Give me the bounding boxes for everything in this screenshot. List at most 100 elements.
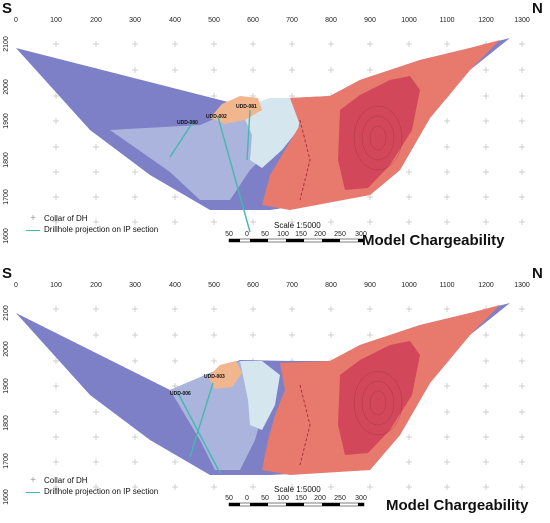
scale-bar xyxy=(228,502,365,507)
svg-text:0: 0 xyxy=(14,282,18,289)
legend-label: Collar of DH xyxy=(44,476,88,485)
svg-text:200: 200 xyxy=(90,282,102,289)
svg-text:200: 200 xyxy=(90,17,102,24)
svg-text:1900: 1900 xyxy=(3,378,10,394)
legend-item: Drillhole projection on IP section xyxy=(26,224,158,235)
orient-north: N xyxy=(532,0,543,17)
svg-text:200: 200 xyxy=(314,231,326,238)
svg-text:1700: 1700 xyxy=(3,189,10,205)
drillhole-label: UDD-006 xyxy=(170,391,191,397)
svg-text:100: 100 xyxy=(50,17,62,24)
svg-text:500: 500 xyxy=(208,282,220,289)
near-surface-zone xyxy=(240,361,280,430)
svg-text:0: 0 xyxy=(245,231,249,238)
drillhole-projections xyxy=(169,109,251,233)
svg-text:1900: 1900 xyxy=(3,113,10,129)
orient-south: S xyxy=(2,0,13,17)
svg-text:100: 100 xyxy=(277,231,289,238)
svg-text:300: 300 xyxy=(129,282,141,289)
svg-text:1100: 1100 xyxy=(439,282,454,289)
svg-text:800: 800 xyxy=(325,17,337,24)
orient-north: N xyxy=(532,265,543,282)
peak-chargeability-zone xyxy=(338,341,420,455)
svg-text:50: 50 xyxy=(225,495,233,502)
svg-text:1600: 1600 xyxy=(3,228,10,244)
svg-text:1800: 1800 xyxy=(3,152,10,168)
svg-text:900: 900 xyxy=(364,17,376,24)
legend-item: + Collar of DH xyxy=(26,213,158,224)
chargeability-section-top: UDD-080 UDD-002 UDD-081 0 100 200 300 40… xyxy=(3,17,530,244)
svg-text:2000: 2000 xyxy=(3,79,10,95)
svg-text:1000: 1000 xyxy=(401,282,417,289)
svg-text:400: 400 xyxy=(169,282,181,289)
drillhole-labels: UDD-006 UDD-003 xyxy=(170,374,225,397)
svg-text:800: 800 xyxy=(325,282,337,289)
svg-text:150: 150 xyxy=(295,231,307,238)
legend-label: Drillhole projection on IP section xyxy=(44,225,159,234)
svg-text:50: 50 xyxy=(261,495,269,502)
svg-text:300: 300 xyxy=(355,231,367,238)
svg-text:700: 700 xyxy=(286,17,298,24)
drillhole-labels: UDD-080 UDD-002 UDD-081 xyxy=(177,104,257,126)
svg-text:1300: 1300 xyxy=(514,282,530,289)
svg-text:400: 400 xyxy=(169,17,181,24)
svg-text:0: 0 xyxy=(14,17,18,24)
svg-text:600: 600 xyxy=(247,282,259,289)
legend: + Collar of DH Drillhole projection on I… xyxy=(26,213,158,235)
svg-text:700: 700 xyxy=(286,282,298,289)
svg-text:500: 500 xyxy=(208,17,220,24)
near-surface-zone xyxy=(240,98,302,168)
legend-label: Drillhole projection on IP section xyxy=(44,487,159,496)
contour-lines xyxy=(353,105,403,171)
scale-ticks: 50 0 50 100 150 200 250 300 xyxy=(225,231,367,238)
drillhole-projections xyxy=(177,382,221,474)
drillhole-label: UDD-081 xyxy=(236,104,257,110)
svg-text:1300: 1300 xyxy=(514,17,530,24)
svg-text:50: 50 xyxy=(225,231,233,238)
svg-text:1700: 1700 xyxy=(3,453,10,469)
y-axis-ticks: 2100 2000 1900 1800 1700 1600 xyxy=(3,36,10,244)
section-panel-bottom: UDD-006 UDD-003 0 100 200 300 400 500 60… xyxy=(0,265,550,523)
svg-text:2100: 2100 xyxy=(3,305,10,321)
svg-text:250: 250 xyxy=(334,495,346,502)
svg-text:250: 250 xyxy=(334,231,346,238)
chargeability-section-bottom: UDD-006 UDD-003 0 100 200 300 400 500 60… xyxy=(3,282,530,507)
svg-text:1600: 1600 xyxy=(3,489,10,505)
chart-title: Model Chargeability xyxy=(362,232,505,249)
drillhole-label: UDD-080 xyxy=(177,120,198,126)
svg-text:1200: 1200 xyxy=(478,282,494,289)
warm-anomaly-small xyxy=(208,361,242,389)
drillhole-label: UDD-003 xyxy=(204,374,225,380)
svg-text:1100: 1100 xyxy=(439,17,454,24)
legend: + Collar of DH Drillhole projection on I… xyxy=(26,475,158,497)
drillhole-line-icon xyxy=(26,487,40,497)
svg-text:600: 600 xyxy=(247,17,259,24)
svg-text:300: 300 xyxy=(355,495,367,502)
svg-text:300: 300 xyxy=(129,17,141,24)
svg-text:150: 150 xyxy=(295,495,307,502)
legend-item: + Collar of DH xyxy=(26,475,158,486)
scale-bar xyxy=(228,238,365,243)
x-axis-ticks: 0 100 200 300 400 500 600 700 800 900 10… xyxy=(14,282,530,289)
svg-text:2100: 2100 xyxy=(3,36,10,52)
drillhole-line-icon xyxy=(26,225,40,235)
svg-text:100: 100 xyxy=(277,495,289,502)
legend-item: Drillhole projection on IP section xyxy=(26,486,158,497)
svg-text:1200: 1200 xyxy=(478,17,494,24)
svg-text:200: 200 xyxy=(314,495,326,502)
collar-plus-icon: + xyxy=(30,474,36,486)
svg-text:50: 50 xyxy=(261,231,269,238)
legend-label: Collar of DH xyxy=(44,214,88,223)
collar-plus-icon: + xyxy=(30,212,36,224)
orient-south: S xyxy=(2,265,13,282)
scale-label: Scale 1:5000 xyxy=(274,485,321,494)
dashed-contour xyxy=(299,384,311,466)
scale-label: Scale 1:5000 xyxy=(274,221,321,230)
svg-text:1800: 1800 xyxy=(3,415,10,431)
svg-text:100: 100 xyxy=(50,282,62,289)
svg-text:1000: 1000 xyxy=(401,17,417,24)
section-panel-top: UDD-080 UDD-002 UDD-081 0 100 200 300 40… xyxy=(0,0,550,258)
x-axis-ticks: 0 100 200 300 400 500 600 700 800 900 10… xyxy=(14,17,530,24)
svg-text:2000: 2000 xyxy=(3,341,10,357)
transition-zone xyxy=(170,361,270,470)
